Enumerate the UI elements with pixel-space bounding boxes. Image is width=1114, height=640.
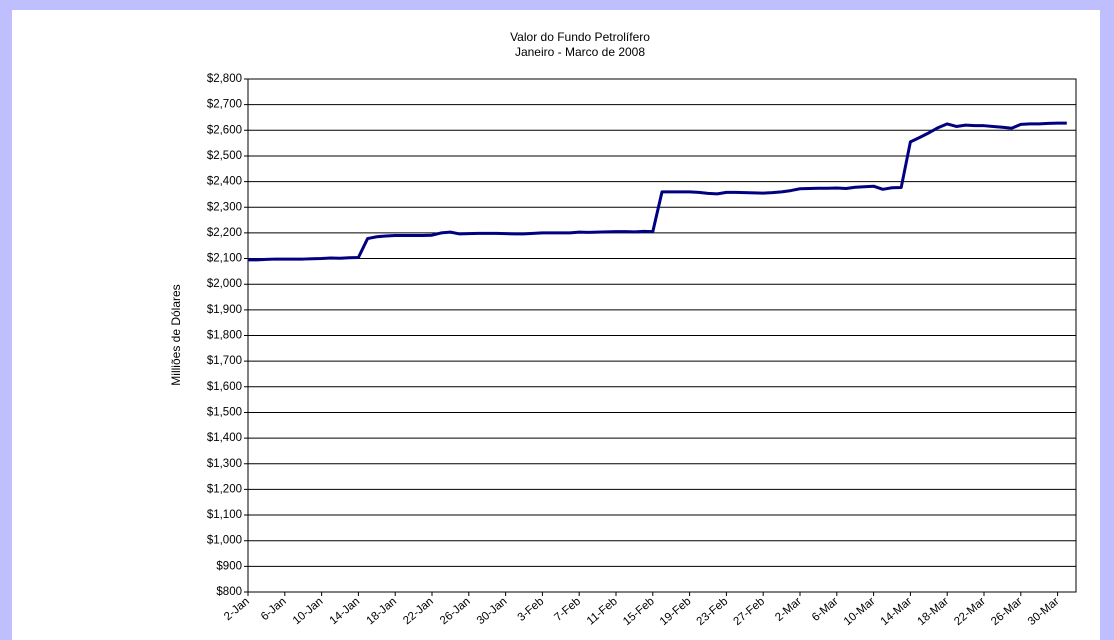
y-tick-label: $1,500	[207, 406, 242, 418]
y-tick-label: $2,400	[207, 176, 242, 188]
line-series	[248, 121, 1067, 262]
y-tick-label: $1,800	[207, 330, 242, 342]
y-tick-label: $1,000	[207, 535, 242, 547]
y-axis-label: Milliões de Dólares	[169, 284, 183, 385]
chart-subtitle: Janeiro - Marco de 2008	[515, 45, 645, 59]
y-tick-label: $1,200	[207, 483, 242, 495]
y-tick-label: $1,400	[207, 432, 242, 444]
y-tick-label: $2,700	[207, 99, 242, 111]
y-tick-label: $1,100	[207, 509, 242, 521]
y-tick-label: $800	[216, 586, 242, 598]
y-tick-label: $2,600	[207, 124, 242, 136]
y-tick-label: $1,300	[207, 458, 242, 470]
y-tick-label: $1,900	[207, 304, 242, 316]
y-tick-label: $2,000	[207, 278, 242, 290]
y-tick-label: $1,600	[207, 381, 242, 393]
y-tick-label: $1,700	[207, 355, 242, 367]
chart-title: Valor do Fundo Petrolífero	[510, 30, 650, 44]
y-tick-label: $2,100	[207, 253, 242, 265]
y-tick-label: $2,300	[207, 201, 242, 213]
y-tick-label: $2,200	[207, 227, 242, 239]
y-tick-label: $2,500	[207, 150, 242, 162]
y-tick-label: $900	[216, 560, 242, 572]
plot-border	[247, 78, 1077, 593]
y-tick-label: $2,800	[207, 73, 242, 85]
chart-area	[12, 10, 1100, 640]
